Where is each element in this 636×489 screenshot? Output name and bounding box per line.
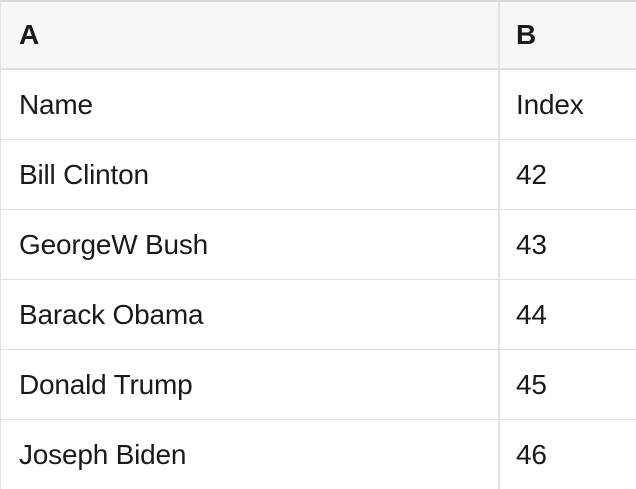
cell-index: 42	[516, 158, 547, 190]
table-row: GeorgeW Bush 43	[1, 210, 636, 280]
cell-index: 46	[516, 438, 547, 470]
table-row: Joseph Biden 46	[1, 420, 636, 489]
cell-name: Bill Clinton	[1, 140, 500, 209]
cell-name: Donald Trump	[1, 350, 500, 419]
cell-name: Barack Obama	[1, 280, 500, 349]
cell-name: GeorgeW Bush	[1, 210, 500, 279]
header-row: A B	[1, 2, 636, 70]
cell-index: 44	[516, 298, 547, 330]
cell-name: Name	[1, 70, 500, 139]
table-row: Bill Clinton 42	[1, 140, 636, 210]
column-header-b: B	[516, 19, 537, 50]
cell-index: 45	[516, 368, 547, 400]
table-row: Donald Trump 45	[1, 350, 636, 420]
column-header-a: A	[1, 2, 500, 68]
cell-name: Joseph Biden	[1, 420, 500, 489]
cell-index: Index	[516, 88, 584, 120]
table-row: Name Index	[1, 70, 636, 140]
table-row: Barack Obama 44	[1, 280, 636, 350]
cell-index: 43	[516, 228, 547, 260]
